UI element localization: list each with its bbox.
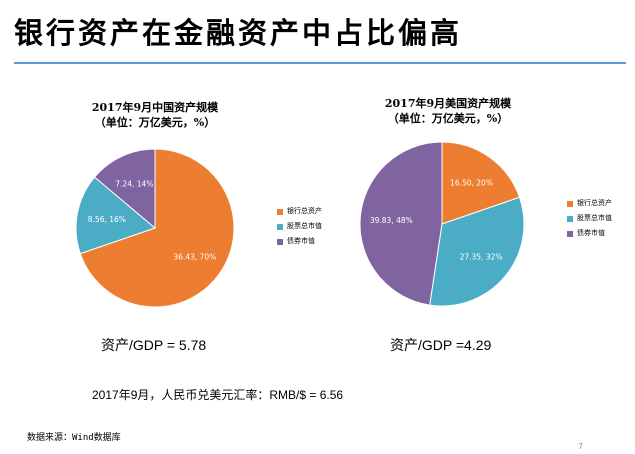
equity-swatch (277, 223, 283, 230)
china-legend-item-bond: 债券市值 (277, 234, 322, 249)
china-legend-label-bank: 银行总资产 (287, 207, 322, 215)
china-slice-bank (79, 148, 235, 308)
china-legend-item-equity: 股票总市值 (277, 219, 322, 234)
exchange-rate-note: 2017年9月，人民币兑美元汇率：RMB/$ = 6.56 (92, 388, 344, 402)
china-chart-title-line1: 2017年9月中国资产规模 (91, 101, 219, 114)
us-legend-label-equity: 股票总市值 (577, 214, 612, 222)
us-pie-chart: 16.50, 20% 27.35, 32% 39.83, 48% (359, 141, 525, 307)
us-legend-item-bond: 债券市值 (567, 226, 612, 241)
china-data-label-bank: 36.43, 70% (173, 252, 216, 261)
china-legend-label-equity: 股票总市值 (287, 222, 322, 230)
bank-swatch (277, 208, 283, 215)
us-chart-title: 2017年9月美国资产规模 （单位：万亿美元，%） (328, 96, 568, 126)
data-source: 数据来源：Wind数据库 (27, 433, 121, 443)
china-data-label-equity: 8.56, 16% (88, 215, 126, 224)
china-asset-gdp-ratio: 资产/GDP = 5.78 (101, 337, 207, 353)
us-legend-item-bank: 银行总资产 (567, 196, 612, 211)
us-chart-title-line2: （单位：万亿美元，%） (387, 112, 509, 125)
china-chart-title: 2017年9月中国资产规模 （单位：万亿美元，%） (35, 100, 275, 130)
us-slice-bond (359, 141, 443, 306)
us-slice-equity (429, 196, 525, 307)
china-legend: 银行总资产 股票总市值 债券市值 (277, 204, 322, 249)
us-legend-item-equity: 股票总市值 (567, 211, 612, 226)
us-data-label-equity: 27.35, 32% (460, 253, 503, 262)
bank-swatch (567, 200, 573, 207)
china-legend-label-bond: 债券市值 (287, 237, 315, 245)
china-chart-title-line2: （单位：万亿美元，%） (94, 116, 216, 129)
china-pie-chart: 36.43, 70% 8.56, 16% 7.24, 14% (75, 148, 235, 308)
us-legend: 银行总资产 股票总市值 债券市值 (567, 196, 612, 241)
china-data-label-bond: 7.24, 14% (115, 180, 153, 189)
us-asset-gdp-ratio: 资产/GDP =4.29 (390, 337, 492, 353)
us-chart-title-line1: 2017年9月美国资产规模 (384, 97, 512, 110)
bond-swatch (277, 238, 283, 245)
us-data-label-bond: 39.83, 48% (370, 216, 413, 225)
us-legend-label-bond: 债券市值 (577, 229, 605, 237)
us-data-label-bank: 16.50, 20% (450, 179, 493, 188)
title-divider (14, 62, 626, 64)
china-slice-bond (93, 148, 156, 230)
page-number: 7 (578, 442, 584, 451)
bond-swatch (567, 230, 573, 237)
slide-title: 银行资产在金融资产中占比偏高 (14, 16, 463, 50)
china-slice-equity (75, 176, 156, 255)
china-legend-item-bank: 银行总资产 (277, 204, 322, 219)
equity-swatch (567, 215, 573, 222)
us-legend-label-bank: 银行总资产 (577, 199, 612, 207)
